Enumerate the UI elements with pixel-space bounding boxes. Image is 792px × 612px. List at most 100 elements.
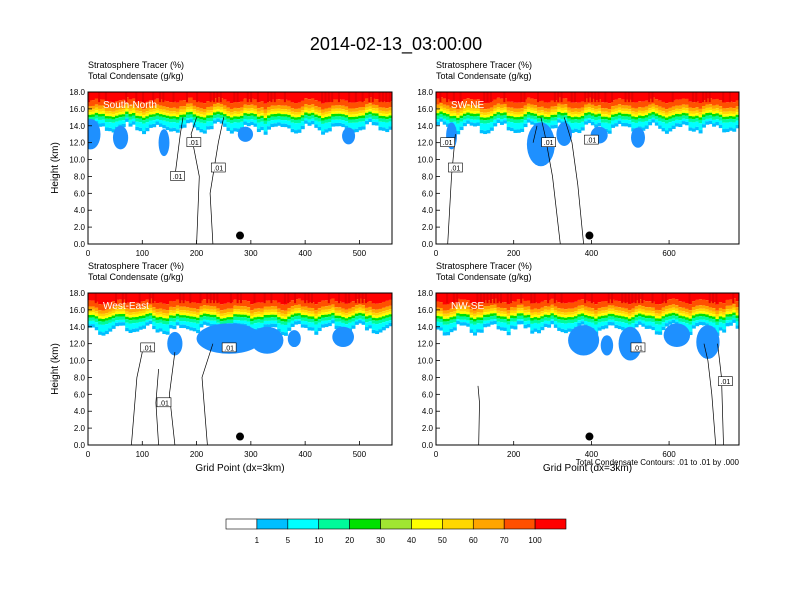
panel-title-condensate: Total Condensate (g/kg) bbox=[436, 272, 532, 282]
condensate-contour bbox=[447, 134, 456, 244]
y-tick-label: 18.0 bbox=[69, 88, 85, 97]
contour-label-box bbox=[210, 162, 226, 173]
y-tick-label: 8.0 bbox=[74, 373, 86, 382]
condensate-blob bbox=[250, 326, 284, 354]
colorbar-swatch bbox=[442, 518, 474, 530]
contour-label: .01 bbox=[159, 400, 169, 407]
x-tick-label: 400 bbox=[585, 249, 599, 258]
condensate-contour bbox=[477, 385, 480, 445]
condensate-blob bbox=[196, 323, 262, 354]
contour-label-box bbox=[140, 342, 156, 353]
condensate-blob bbox=[112, 125, 129, 150]
tracer-field bbox=[436, 92, 739, 244]
y-tick-label: 12.0 bbox=[417, 139, 433, 148]
x-tick-label: 0 bbox=[86, 249, 91, 258]
y-tick-label: 12.0 bbox=[417, 340, 433, 349]
y-tick-label: 6.0 bbox=[74, 390, 86, 399]
condensate-blob bbox=[167, 331, 183, 356]
colorbar: 1 5 10 20 30 40 50 60 70 100 bbox=[225, 518, 567, 545]
contour-label-box bbox=[718, 376, 733, 386]
y-tick-label: 6.0 bbox=[422, 390, 434, 399]
y-tick-label: 14.0 bbox=[69, 122, 85, 131]
contour-footnote: Total Condensate Contours: .01 to .01 by… bbox=[576, 458, 740, 467]
panel-title-condensate: Total Condensate (g/kg) bbox=[436, 71, 532, 81]
x-tick-label: 300 bbox=[244, 249, 258, 258]
y-tick-label: 2.0 bbox=[422, 223, 434, 232]
x-tick-label: 100 bbox=[136, 450, 150, 459]
colorbar-label: 5 bbox=[286, 536, 291, 545]
condensate-contour bbox=[540, 117, 561, 244]
contour-label: .01 bbox=[173, 174, 183, 181]
condensate-contour bbox=[209, 117, 225, 244]
y-tick-label: 18.0 bbox=[417, 289, 433, 298]
x-tick-label: 0 bbox=[434, 249, 439, 258]
region-label: NW-SE bbox=[451, 301, 484, 312]
condensate-contour bbox=[131, 352, 143, 445]
condensate-contour bbox=[174, 117, 184, 177]
colorbar-swatch bbox=[472, 518, 505, 530]
condensate-contour bbox=[703, 343, 717, 445]
x-tick-label: 600 bbox=[662, 450, 676, 459]
plot-frame bbox=[87, 292, 393, 446]
contour-label-box bbox=[221, 342, 237, 353]
colorbar-label: 60 bbox=[469, 536, 478, 545]
x-tick-label: 200 bbox=[190, 450, 204, 459]
contour-label: .01 bbox=[224, 345, 234, 352]
tracer-field bbox=[88, 92, 392, 244]
x-tick-label: 500 bbox=[353, 450, 367, 459]
x-tick-label: 500 bbox=[353, 249, 367, 258]
colorbar-label: 20 bbox=[345, 536, 354, 545]
condensate-blob bbox=[237, 126, 254, 142]
y-tick-label: 2.0 bbox=[422, 424, 434, 433]
condensate-contour bbox=[155, 368, 159, 445]
colorbar-label: 40 bbox=[407, 536, 416, 545]
y-tick-label: 16.0 bbox=[69, 306, 85, 315]
x-tick-label: 300 bbox=[244, 450, 258, 459]
contour-label: .01 bbox=[443, 140, 453, 147]
x-tick-label: 200 bbox=[507, 450, 521, 459]
panel-nw-se: Stratosphere Tracer (%)Total Condensate … bbox=[417, 261, 740, 474]
y-axis-label: Height (km) bbox=[50, 343, 61, 395]
condensate-blob bbox=[526, 122, 555, 167]
panel-title-tracer: Stratosphere Tracer (%) bbox=[436, 60, 532, 70]
condensate-blob bbox=[88, 119, 101, 150]
y-tick-label: 4.0 bbox=[74, 407, 86, 416]
contour-label-box bbox=[186, 137, 202, 147]
colorbar-label: 10 bbox=[314, 536, 323, 545]
condensate-contour bbox=[717, 343, 724, 445]
contour-label-box bbox=[584, 134, 599, 145]
figure-title: 2014-02-13_03:00:00 bbox=[310, 34, 482, 55]
condensate-blob bbox=[158, 129, 170, 157]
x-tick-label: 100 bbox=[136, 249, 150, 258]
region-label: SW-NE bbox=[451, 100, 484, 111]
y-tick-label: 10.0 bbox=[69, 357, 85, 366]
condensate-contour bbox=[169, 352, 176, 445]
region-label: South-North bbox=[103, 100, 157, 111]
x-tick-label: 0 bbox=[434, 450, 439, 459]
location-marker bbox=[585, 432, 594, 441]
contour-label: .01 bbox=[213, 166, 223, 173]
y-tick-label: 4.0 bbox=[422, 407, 434, 416]
condensate-blob bbox=[342, 127, 356, 145]
contour-label: .01 bbox=[721, 379, 731, 386]
contour-label: .01 bbox=[451, 166, 461, 173]
x-tick-label: 200 bbox=[190, 249, 204, 258]
colorbar-swatch bbox=[503, 518, 536, 530]
y-tick-label: 12.0 bbox=[69, 139, 85, 148]
y-tick-label: 10.0 bbox=[417, 357, 433, 366]
x-axis-label: Grid Point (dx=3km) bbox=[543, 463, 632, 474]
tracer-field bbox=[436, 293, 739, 445]
panel-south-north: Stratosphere Tracer (%)Total Condensate … bbox=[50, 60, 393, 258]
panel-west-east: Stratosphere Tracer (%)Total Condensate … bbox=[50, 261, 393, 474]
y-tick-label: 2.0 bbox=[74, 223, 86, 232]
y-tick-label: 8.0 bbox=[422, 373, 434, 382]
contour-label-box bbox=[448, 162, 463, 173]
plot-frame bbox=[87, 91, 393, 245]
y-tick-label: 0.0 bbox=[422, 240, 434, 249]
condensate-blob bbox=[568, 325, 600, 356]
condensate-contour bbox=[563, 117, 584, 244]
x-axis-label: Grid Point (dx=3km) bbox=[195, 463, 284, 474]
location-marker bbox=[236, 432, 244, 441]
colorbar-swatch bbox=[287, 518, 320, 530]
